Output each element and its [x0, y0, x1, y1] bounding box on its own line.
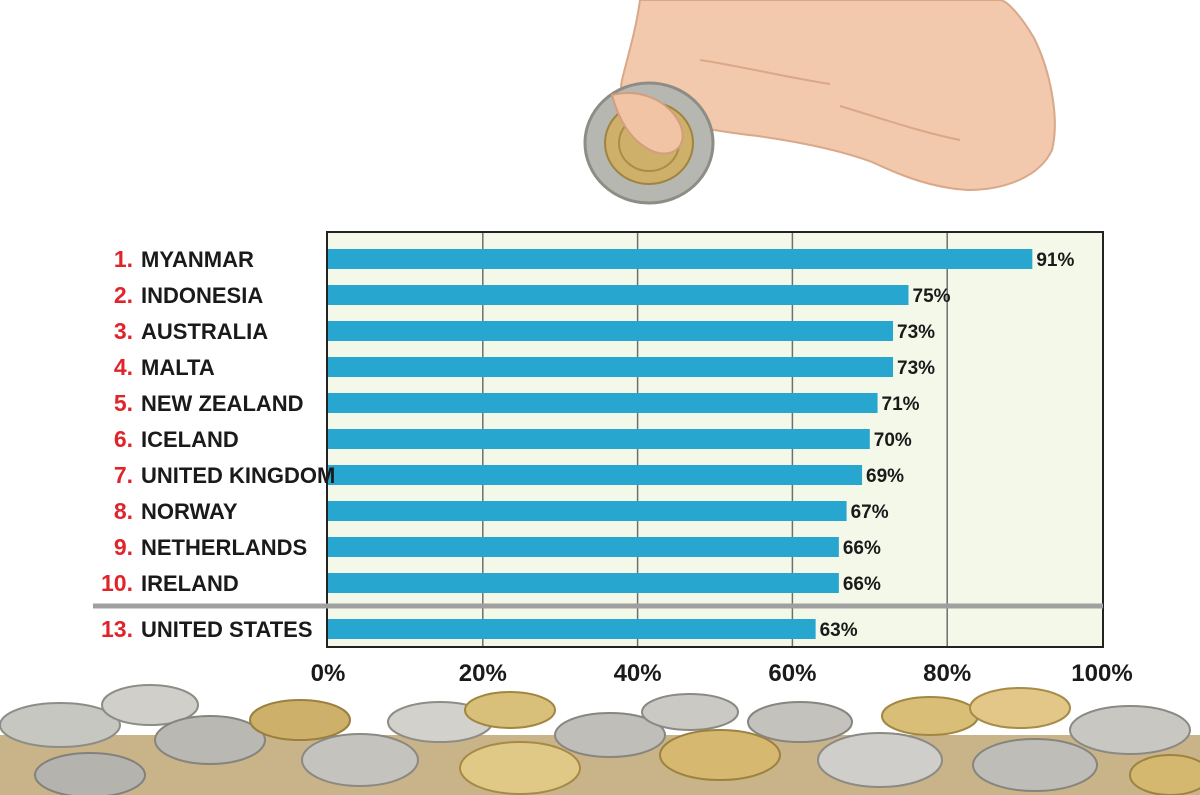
rank-label: 6. — [114, 426, 133, 452]
bar — [328, 429, 870, 449]
value-label: 67% — [851, 502, 889, 523]
hand-holding-coin-icon — [583, 0, 1056, 205]
category-label: INDONESIA — [141, 283, 263, 308]
value-label: 69% — [866, 466, 904, 487]
rank-label: 3. — [114, 318, 133, 344]
x-tick-label: 80% — [923, 660, 971, 687]
x-tick-label: 0% — [311, 660, 346, 687]
bars — [328, 249, 1033, 639]
category-label: ICELAND — [141, 427, 239, 452]
value-label: 91% — [1036, 250, 1074, 271]
bar — [328, 285, 909, 305]
category-labels: 1. MYANMAR 2. INDONESIA 3. AUSTRALIA 4. MALTA 5.… — [101, 246, 335, 642]
value-label: 63% — [820, 620, 858, 641]
category-label: AUSTRALIA — [141, 319, 268, 344]
category-label: UNITED STATES — [141, 617, 313, 642]
rank-label: 13. — [101, 616, 133, 642]
category-label: NETHERLANDS — [141, 535, 307, 560]
category-label: NEW ZEALAND — [141, 391, 304, 416]
category-label: IRELAND — [141, 571, 239, 596]
rank-label: 9. — [114, 534, 133, 560]
rank-label: 8. — [114, 498, 133, 524]
value-label: 71% — [882, 394, 920, 415]
rank-label: 10. — [101, 570, 133, 596]
value-label: 73% — [897, 358, 935, 379]
bar — [328, 249, 1033, 269]
category-label: NORWAY — [141, 499, 238, 524]
bar — [328, 393, 878, 413]
bar — [328, 501, 847, 521]
value-label: 66% — [843, 538, 881, 559]
coin-pile-icon — [0, 684, 1200, 795]
value-label: 73% — [897, 322, 935, 343]
bar — [328, 619, 816, 639]
x-tick-label: 100% — [1071, 660, 1132, 687]
rank-label: 2. — [114, 282, 133, 308]
x-axis-ticks: 0% 20% 40% 60% 80% 100% — [311, 660, 1133, 687]
x-tick-label: 20% — [459, 660, 507, 687]
bar — [328, 357, 894, 377]
bar — [328, 465, 863, 485]
value-label: 70% — [874, 430, 912, 451]
rank-label: 7. — [114, 462, 133, 488]
x-tick-label: 60% — [768, 660, 816, 687]
category-label: UNITED KINGDOM — [141, 463, 335, 488]
bar — [328, 573, 839, 593]
bar — [328, 321, 894, 341]
rank-label: 1. — [114, 246, 133, 272]
rank-label: 5. — [114, 390, 133, 416]
rank-label: 4. — [114, 354, 133, 380]
value-labels: 91% 75% 73% 73% 71% 70% 69% 67% 66% 66% 63% — [820, 250, 1075, 641]
x-tick-label: 40% — [614, 660, 662, 687]
value-label: 75% — [913, 286, 951, 307]
value-label: 66% — [843, 574, 881, 595]
category-label: MALTA — [141, 355, 215, 380]
category-label: MYANMAR — [141, 247, 254, 272]
bar — [328, 537, 839, 557]
